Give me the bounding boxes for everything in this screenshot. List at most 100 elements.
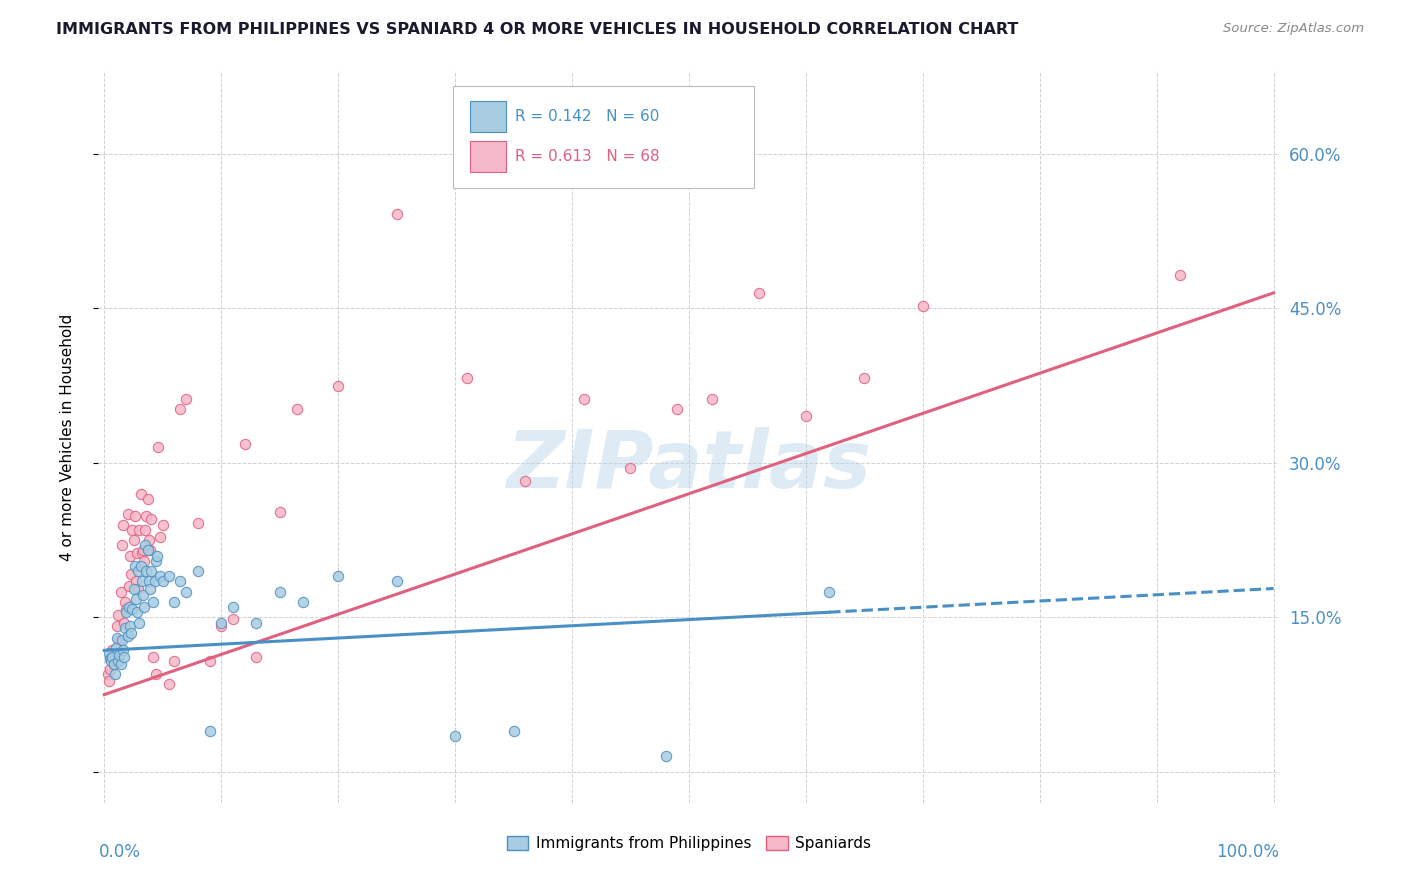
Point <box>107 654 129 668</box>
Point <box>666 402 689 417</box>
Point <box>131 574 153 589</box>
Point <box>152 574 174 589</box>
Point <box>794 409 817 424</box>
Point <box>108 648 131 663</box>
Text: 100.0%: 100.0% <box>1216 843 1279 861</box>
Point <box>125 591 148 606</box>
Text: Source: ZipAtlas.com: Source: ZipAtlas.com <box>1223 22 1364 36</box>
Point <box>128 523 150 537</box>
Point <box>149 569 172 583</box>
Point <box>187 564 209 578</box>
Point <box>117 629 139 643</box>
Point <box>110 584 132 599</box>
Point <box>326 378 349 392</box>
Text: R = 0.613   N = 68: R = 0.613 N = 68 <box>516 149 659 164</box>
Point <box>135 509 157 524</box>
Point <box>125 605 148 619</box>
Point <box>111 643 134 657</box>
Point <box>122 533 145 547</box>
Point <box>122 582 145 596</box>
Point <box>385 206 408 220</box>
Point <box>132 600 155 615</box>
Point <box>103 657 125 671</box>
Point <box>111 538 134 552</box>
Point <box>136 543 159 558</box>
Point <box>125 547 148 561</box>
Text: IMMIGRANTS FROM PHILIPPINES VS SPANIARD 4 OR MORE VEHICLES IN HOUSEHOLD CORRELAT: IMMIGRANTS FROM PHILIPPINES VS SPANIARD … <box>56 22 1018 37</box>
Point <box>115 605 138 619</box>
Point <box>127 564 149 578</box>
Point <box>117 508 139 522</box>
Point <box>818 584 841 599</box>
Point <box>136 491 159 506</box>
Point <box>385 574 408 589</box>
Point <box>111 517 134 532</box>
Point <box>292 595 315 609</box>
Point <box>142 649 165 664</box>
Point <box>134 538 156 552</box>
Point <box>515 475 537 489</box>
Text: ZIPatlas: ZIPatlas <box>506 427 872 506</box>
Point <box>326 569 349 583</box>
Point <box>101 643 124 657</box>
Point <box>121 602 143 616</box>
Point <box>138 574 160 589</box>
Point <box>174 392 197 406</box>
Point <box>139 512 162 526</box>
Point <box>198 654 221 668</box>
Point <box>127 582 149 596</box>
Point <box>97 647 120 661</box>
Point <box>245 615 267 630</box>
Point <box>120 567 142 582</box>
Point <box>118 579 141 593</box>
Point <box>456 371 478 385</box>
Point <box>911 299 934 313</box>
Point <box>108 633 131 648</box>
Point <box>145 667 167 681</box>
Point <box>121 523 143 537</box>
Point <box>702 392 724 406</box>
Point <box>139 582 162 596</box>
Point <box>654 749 676 764</box>
FancyBboxPatch shape <box>471 141 506 171</box>
Point <box>222 600 245 615</box>
Point <box>209 618 232 632</box>
Text: 0.0%: 0.0% <box>98 843 141 861</box>
Point <box>118 600 141 615</box>
Point <box>157 677 180 691</box>
Point <box>104 651 127 665</box>
Point <box>124 509 146 524</box>
Point <box>134 523 156 537</box>
Point <box>285 402 308 417</box>
Point <box>149 530 172 544</box>
Point <box>444 729 467 743</box>
Point <box>129 558 152 573</box>
Point <box>619 461 641 475</box>
Point <box>169 402 191 417</box>
Point <box>114 621 136 635</box>
Point <box>129 487 152 501</box>
Point <box>103 657 125 671</box>
Point <box>131 547 153 561</box>
Point <box>233 437 256 451</box>
Point <box>100 654 122 668</box>
Point <box>114 595 136 609</box>
Point <box>198 723 221 738</box>
Point <box>139 543 162 558</box>
Point <box>120 625 142 640</box>
Point <box>245 649 267 664</box>
FancyBboxPatch shape <box>453 86 754 188</box>
Y-axis label: 4 or more Vehicles in Household: 4 or more Vehicles in Household <box>60 313 75 561</box>
Point <box>143 574 166 589</box>
Point <box>100 649 122 664</box>
Point <box>145 554 167 568</box>
Point <box>139 564 162 578</box>
Point <box>132 554 155 568</box>
Point <box>105 631 128 645</box>
Point <box>174 584 197 599</box>
Point <box>105 618 128 632</box>
Point <box>110 657 132 671</box>
Point <box>163 654 186 668</box>
Point <box>112 615 135 630</box>
Point <box>132 543 155 558</box>
